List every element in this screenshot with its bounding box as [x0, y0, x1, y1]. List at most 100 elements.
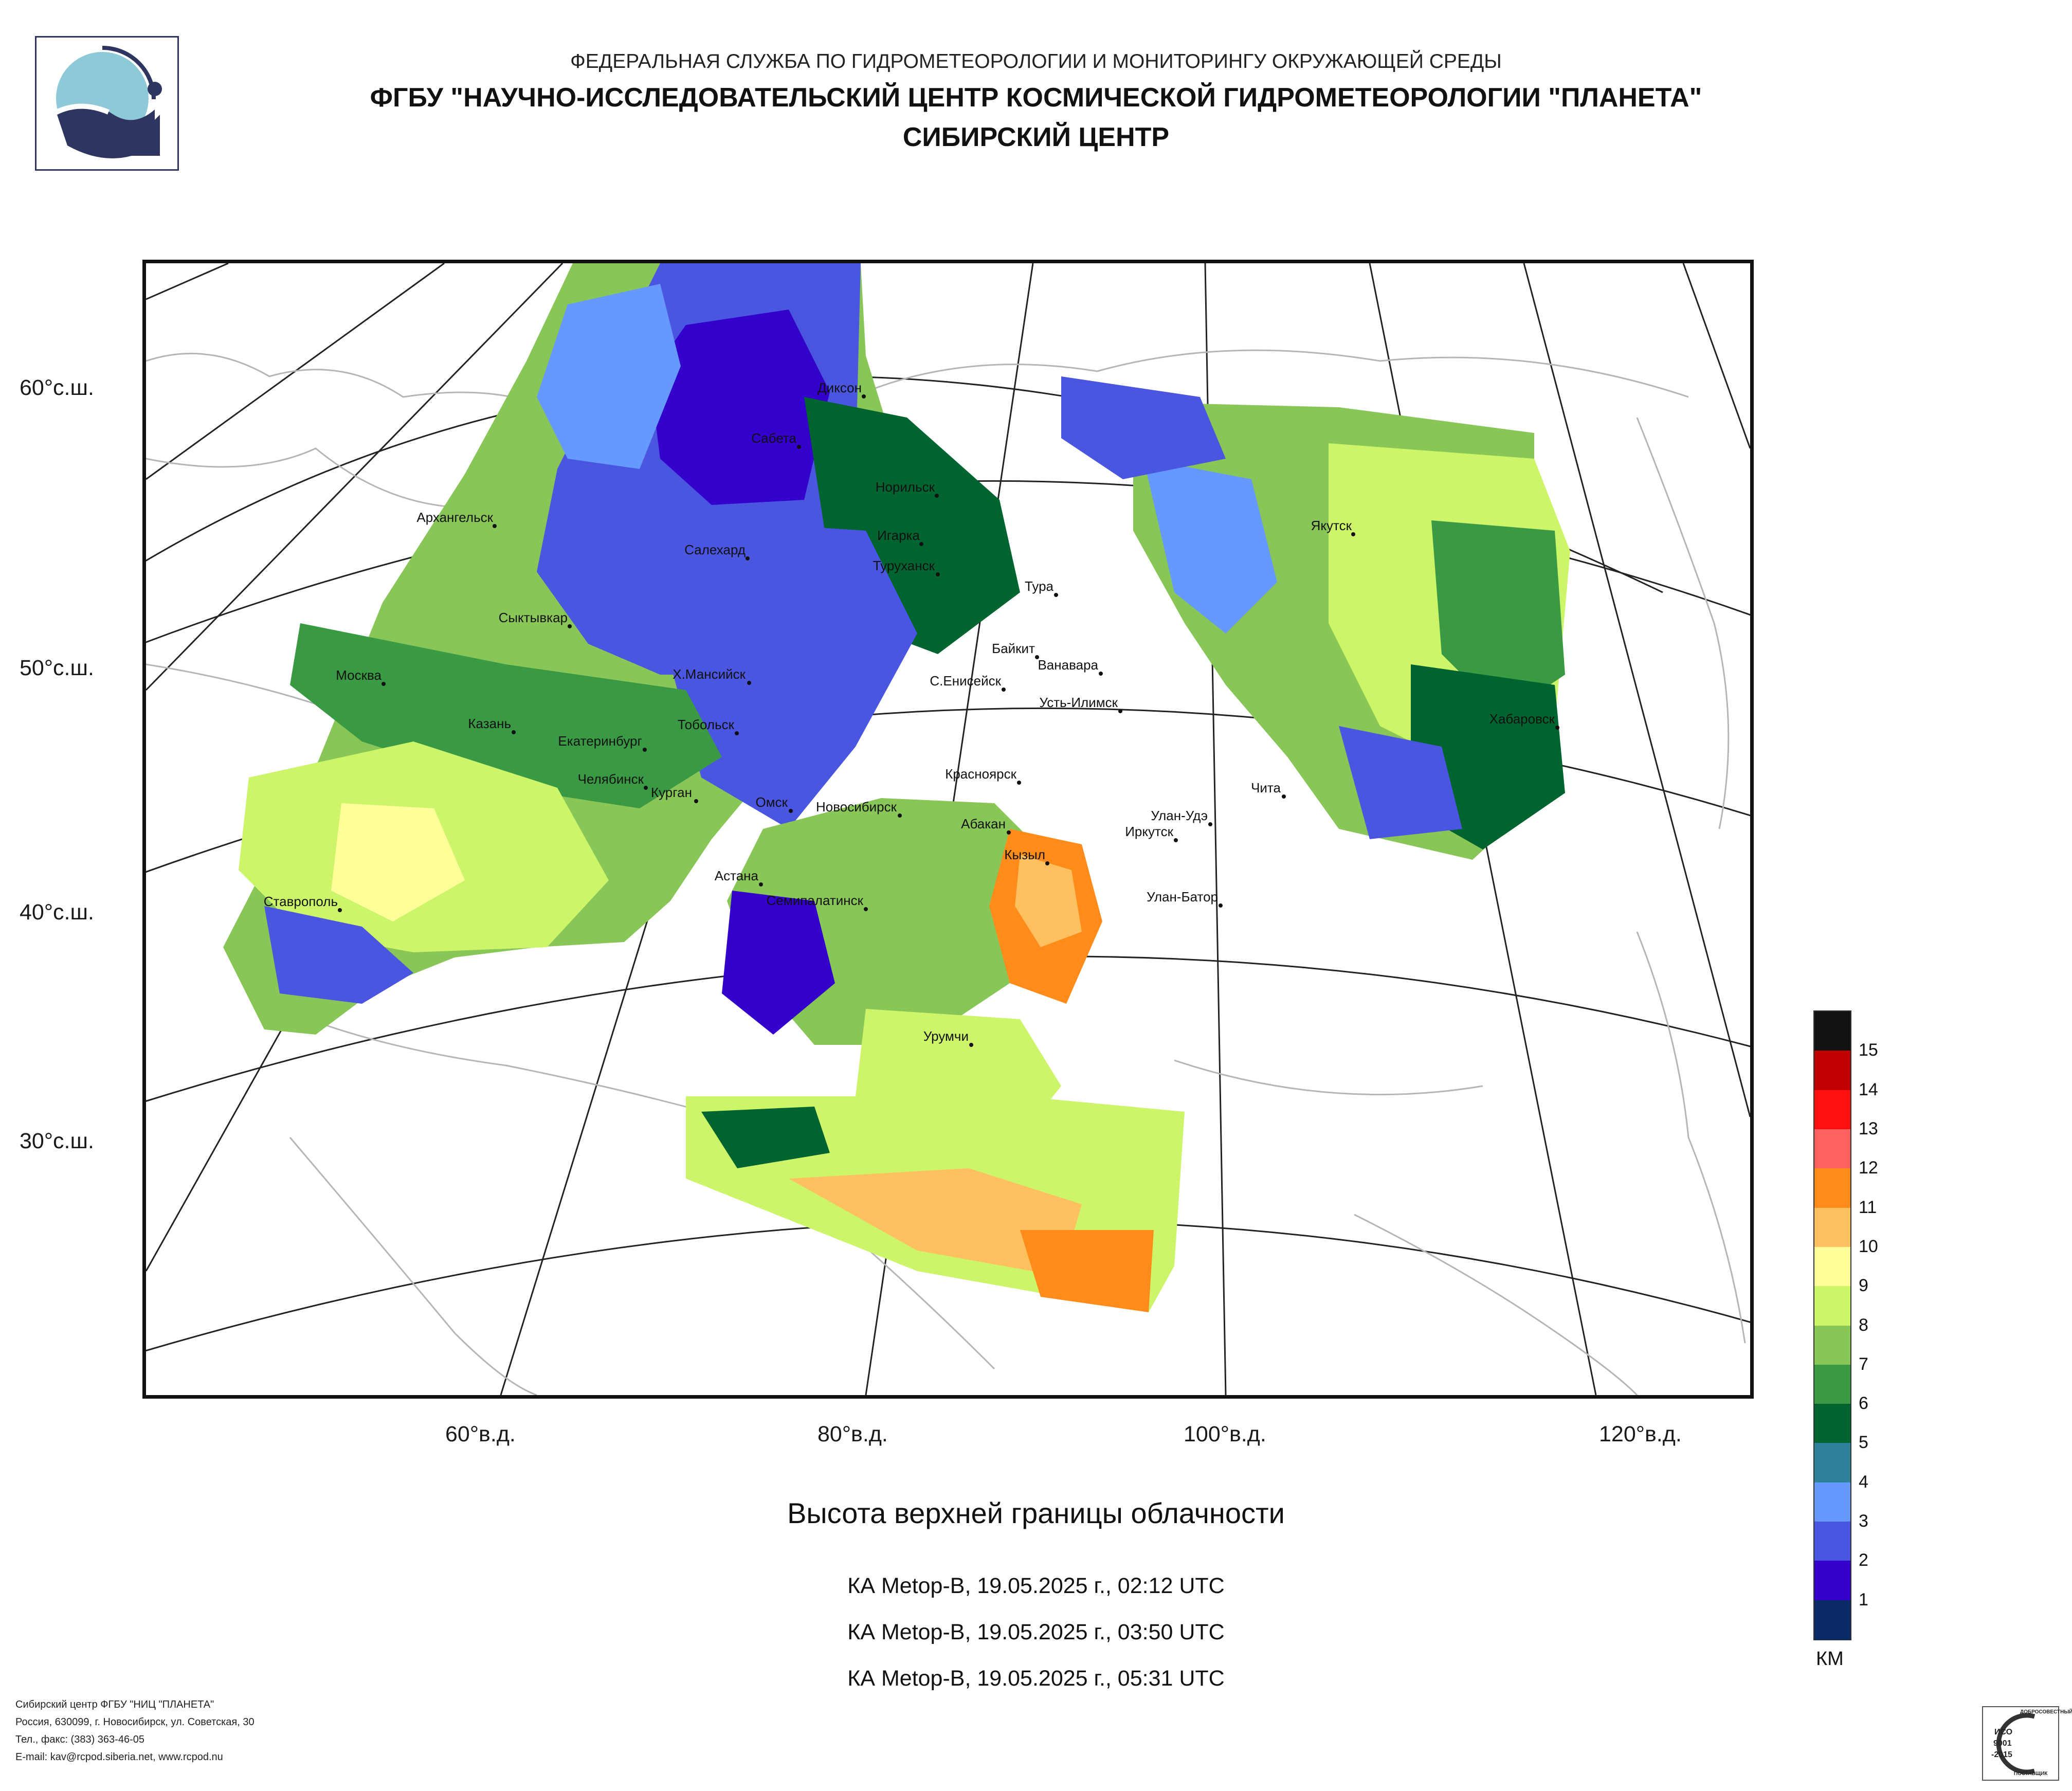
city-label: Якутск	[1311, 518, 1352, 533]
legend-level-label: 13	[1859, 1118, 1878, 1138]
iso-code: ИСО	[1994, 1728, 2013, 1736]
legend-level-label: 8	[1859, 1315, 1868, 1335]
legend-color-cell	[1814, 1482, 1850, 1522]
border-line	[1354, 1214, 1638, 1395]
border-line	[1174, 1059, 1483, 1096]
city-label: Тобольск	[678, 717, 735, 732]
lat-label-50: 50°с.ш.	[20, 656, 94, 680]
city-label: Улан-Удэ	[1151, 808, 1208, 823]
lon-label-120: 120°в.д.	[1599, 1422, 1682, 1446]
legend-color-cell	[1814, 1168, 1850, 1208]
legend-level-label: 10	[1859, 1236, 1878, 1256]
map-canvas: Архангельск Диксон Сабета Норильск Игарк…	[146, 263, 1750, 1395]
footer-line: Тел., факс: (383) 363-46-05	[15, 1734, 144, 1745]
iso-certification-stamp: ДОБРОСОВЕСТНЫЙ ИСО 9001 -2015 ПОСТАВЩИК	[1982, 1706, 2072, 1781]
footer-line: Россия, 630099, г. Новосибирск, ул. Сове…	[15, 1716, 255, 1728]
city-label: Челябинск	[578, 771, 644, 787]
iso-number: 9001	[1993, 1739, 2012, 1748]
meridian-line	[146, 263, 564, 691]
city-label: Архангельск	[416, 510, 493, 525]
city-label: Байкит	[992, 641, 1035, 656]
city-label: Сабета	[751, 430, 796, 446]
city-label: Хабаровск	[1489, 711, 1555, 727]
city-label: Чита	[1251, 780, 1281, 795]
cloud-patch-2km-north	[1061, 376, 1226, 479]
legend-color-cell	[1814, 1522, 1850, 1561]
cloud-patch-2km	[670, 520, 917, 829]
cloud-patch-12km-south	[1020, 1230, 1154, 1312]
city-label: Диксон	[817, 380, 862, 395]
legend-level-label: 1	[1859, 1589, 1868, 1609]
legend-level-label: 7	[1859, 1354, 1868, 1374]
cloud-patch-1km-center	[722, 891, 835, 1035]
legend-level-label: 5	[1859, 1433, 1868, 1453]
iso-year: -2015	[1991, 1750, 2012, 1759]
city-label: Туруханск	[873, 558, 935, 573]
footer-line: E-mail: kav@rcpod.siberia.net, www.rcpod…	[15, 1751, 223, 1763]
legend-color-cell	[1814, 1325, 1850, 1365]
legend-color-cell	[1814, 1090, 1850, 1130]
chart-title: Высота верхней границы облачности	[787, 1497, 1285, 1529]
coastline	[1636, 931, 1746, 1344]
cloud-patch-6km	[290, 623, 722, 808]
legend-level-label: 11	[1859, 1197, 1877, 1217]
planeta-logo	[35, 36, 179, 171]
color-legend	[1813, 1010, 1851, 1640]
city-label: Семипалатинск	[767, 893, 864, 908]
city-label: Москва	[336, 667, 381, 683]
legend-color-cell	[1814, 1011, 1850, 1051]
city-label: Улан-Батор	[1147, 889, 1218, 904]
city-label: Новосибирск	[816, 799, 897, 815]
cloud-patch-3km	[537, 284, 681, 469]
city-label: Казань	[468, 716, 511, 731]
header-branch: СИБИРСКИЙ ЦЕНТР	[902, 122, 1170, 152]
legend-level-label: 6	[1859, 1394, 1868, 1414]
legend-color-cell	[1814, 1286, 1850, 1326]
city-label: Ставрополь	[264, 894, 338, 909]
coastline	[1636, 417, 1730, 829]
city-label: Иркутск	[1125, 824, 1173, 839]
city-label: Тура	[1025, 578, 1054, 594]
legend-level-label: 9	[1859, 1276, 1868, 1296]
meridian-line	[1682, 263, 1750, 449]
city-label: Х.Мансийск	[673, 666, 746, 682]
lon-label-60: 60°в.д.	[445, 1422, 516, 1446]
meridian-line	[1523, 263, 1750, 1117]
coastline	[146, 352, 568, 419]
legend-color-cell	[1814, 1051, 1850, 1091]
satellite-pass-2: КА Metop-B, 19.05.2025 г., 03:50 UTC	[847, 1620, 1225, 1644]
cloud-patch-9km	[331, 803, 465, 921]
footer-line: Сибирский центр ФГБУ "НИЦ "ПЛАНЕТА"	[15, 1699, 214, 1710]
coastline	[865, 349, 1689, 398]
city-label: Абакан	[961, 816, 1006, 831]
legend-color-cell	[1814, 1364, 1850, 1404]
legend-color-cell	[1814, 1129, 1850, 1169]
header-org: ФЕДЕРАЛЬНАЯ СЛУЖБА ПО ГИДРОМЕТЕОРОЛОГИИ …	[570, 50, 1502, 73]
lat-label-30: 30°с.ш.	[20, 1129, 94, 1153]
legend-color-cell	[1814, 1561, 1850, 1601]
legend-color-cell	[1814, 1404, 1850, 1443]
legend-level-label: 4	[1859, 1472, 1868, 1492]
city-label: Ванавара	[1038, 657, 1098, 673]
legend-color-cell	[1814, 1443, 1850, 1483]
city-label: Курган	[651, 785, 692, 800]
footer-contacts: Сибирский центр ФГБУ "НИЦ "ПЛАНЕТА" Росс…	[15, 1696, 255, 1766]
meridian-line	[146, 263, 229, 300]
header-institute: ФГБУ "НАУЧНО-ИССЛЕДОВАТЕЛЬСКИЙ ЦЕНТР КОС…	[370, 83, 1702, 113]
cloud-patch-11km	[1015, 855, 1082, 947]
city-label: Кызыл	[1004, 847, 1045, 862]
cloud-patch-3km-east	[1143, 459, 1277, 634]
lat-label-40: 40°с.ш.	[20, 900, 94, 925]
city-label: Астана	[715, 868, 759, 883]
city-label: Урумчи	[923, 1028, 969, 1044]
satellite-pass-1: КА Metop-B, 19.05.2025 г., 02:12 UTC	[847, 1573, 1225, 1598]
city-label: Игарка	[877, 528, 920, 543]
city-label: С.Енисейск	[930, 673, 1001, 689]
lon-label-80: 80°в.д.	[817, 1422, 888, 1446]
legend-level-label: 12	[1859, 1158, 1878, 1178]
cloud-patch-6km-east	[1431, 520, 1565, 716]
city-label: Сыктывкар	[499, 610, 568, 625]
city-label: Красноярск	[945, 766, 1016, 782]
cloud-patch-2km-south	[264, 906, 413, 1004]
legend-level-label: 14	[1859, 1079, 1878, 1099]
